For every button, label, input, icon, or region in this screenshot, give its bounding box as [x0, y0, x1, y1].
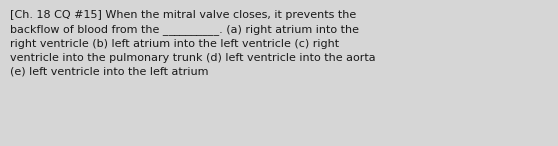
Text: [Ch. 18 CQ #15] When the mitral valve closes, it prevents the
backflow of blood : [Ch. 18 CQ #15] When the mitral valve cl… [10, 10, 376, 77]
